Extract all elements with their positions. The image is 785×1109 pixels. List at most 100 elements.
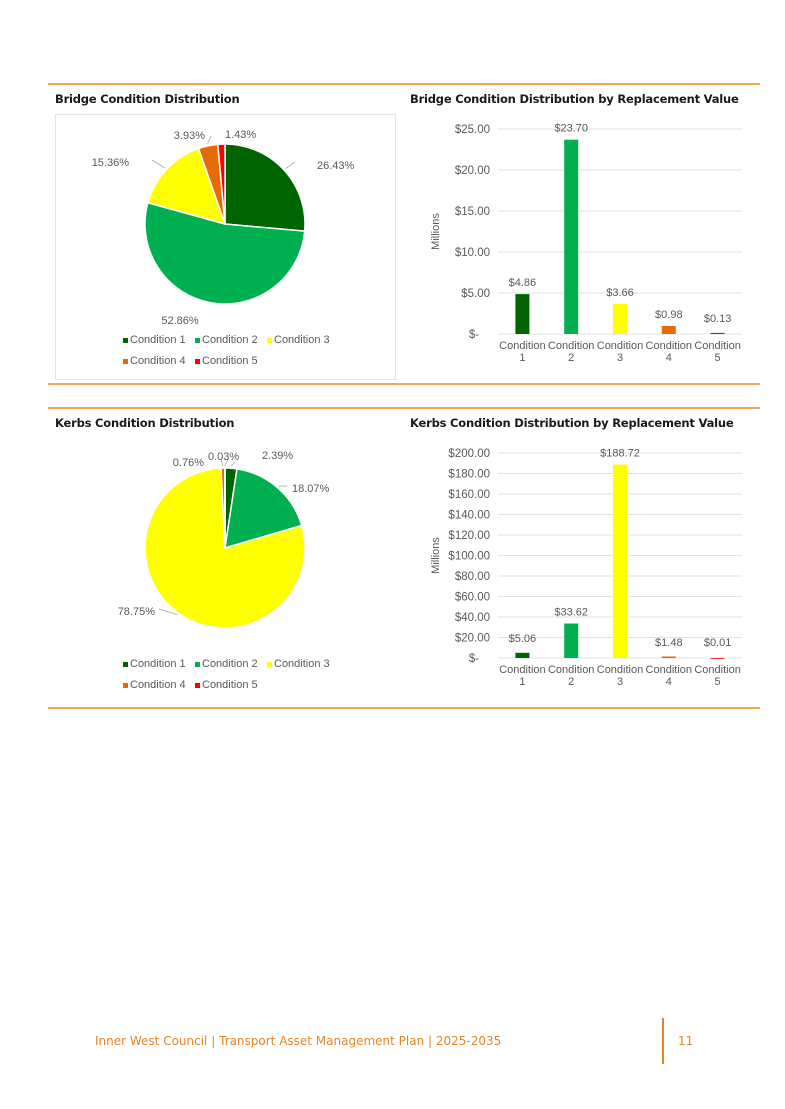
bar-2 bbox=[564, 139, 579, 334]
pie-slice-3 bbox=[146, 147, 227, 226]
y-axis-label: Millions bbox=[430, 537, 442, 574]
bar-data-label-3: $188.72 bbox=[600, 448, 640, 460]
pie-leader-3 bbox=[158, 608, 178, 616]
pie-data-label-3: 78.75% bbox=[118, 606, 156, 618]
y-tick-10: $200.00 bbox=[448, 448, 490, 460]
bar-4 bbox=[661, 326, 676, 334]
footer-text: Inner West Council | Transport Asset Man… bbox=[95, 1034, 502, 1048]
bar-data-label-1: $5.06 bbox=[509, 633, 537, 645]
legend-swatch-2 bbox=[195, 662, 200, 667]
pie-leader-3 bbox=[151, 159, 166, 169]
legend-label-4: Condition 4 bbox=[130, 355, 186, 367]
pie-leader-1 bbox=[285, 161, 296, 170]
x-tick-3-line-2: 3 bbox=[617, 352, 623, 364]
y-tick-7: $140.00 bbox=[448, 510, 490, 522]
bar-data-label-4: $0.98 bbox=[655, 309, 683, 321]
bar-data-label-1: $4.86 bbox=[509, 277, 537, 289]
y-tick-0: $- bbox=[469, 329, 479, 341]
y-tick-1: $5.00 bbox=[461, 288, 490, 300]
x-tick-3-line-2: 3 bbox=[617, 676, 623, 688]
pie-slice-1 bbox=[224, 143, 306, 232]
x-tick-3-line-1: Condition bbox=[597, 340, 643, 352]
pie-slice-2 bbox=[224, 468, 303, 550]
legend-label-3: Condition 3 bbox=[274, 658, 330, 670]
legend-swatch-2 bbox=[195, 338, 200, 343]
bar-data-label-2: $23.70 bbox=[554, 123, 588, 135]
pie-leader-4 bbox=[220, 459, 224, 467]
pie-data-label-3: 15.36% bbox=[92, 157, 130, 169]
bar-data-label-2: $33.62 bbox=[554, 607, 588, 619]
x-tick-3-line-1: Condition bbox=[597, 664, 643, 676]
x-tick-2-line-1: Condition bbox=[548, 340, 594, 352]
x-tick-2-line-2: 2 bbox=[568, 676, 574, 688]
x-tick-5-line-1: Condition bbox=[694, 340, 740, 352]
legend-label-1: Condition 1 bbox=[130, 334, 186, 346]
x-tick-4-line-1: Condition bbox=[646, 340, 692, 352]
legend-swatch-5 bbox=[195, 359, 200, 364]
x-tick-2-line-1: Condition bbox=[548, 664, 594, 676]
y-tick-0: $- bbox=[469, 653, 479, 665]
legend-label-5: Condition 5 bbox=[202, 679, 258, 691]
legend-swatch-5 bbox=[195, 683, 200, 688]
legend-label-3: Condition 3 bbox=[274, 334, 330, 346]
y-tick-5: $25.00 bbox=[455, 124, 490, 136]
pie-data-label-5: 0.03% bbox=[208, 451, 239, 463]
pie-slice-5 bbox=[217, 143, 226, 225]
y-tick-8: $160.00 bbox=[448, 489, 490, 501]
bar-4 bbox=[661, 656, 676, 658]
x-tick-1-line-2: 1 bbox=[519, 352, 525, 364]
pie-data-label-5: 1.43% bbox=[225, 129, 256, 141]
pie-data-label-2: 18.07% bbox=[292, 483, 330, 495]
y-tick-2: $40.00 bbox=[455, 612, 490, 624]
legend-label-2: Condition 2 bbox=[202, 658, 258, 670]
pie-slice-3 bbox=[144, 467, 306, 629]
y-tick-3: $15.00 bbox=[455, 206, 490, 218]
kerbs-pie-title: Kerbs Condition Distribution bbox=[55, 416, 235, 430]
bar-data-label-3: $3.66 bbox=[606, 287, 634, 299]
bar-1 bbox=[515, 294, 530, 334]
pie-data-label-4: 0.76% bbox=[173, 457, 204, 469]
y-tick-4: $20.00 bbox=[455, 165, 490, 177]
pie-data-label-1: 26.43% bbox=[317, 160, 355, 172]
bridge-bar-title: Bridge Condition Distribution by Replace… bbox=[410, 92, 739, 106]
kerbs-bar-chart: $- $20.00 $40.00 $60.00 $80.00 $100.00 $120.00… bbox=[430, 448, 742, 688]
legend-swatch-4 bbox=[123, 359, 128, 364]
bar-data-label-5: $0.13 bbox=[704, 313, 732, 325]
bar-3 bbox=[613, 304, 627, 334]
x-tick-4-line-2: 4 bbox=[666, 676, 672, 688]
x-tick-5-line-2: 5 bbox=[715, 352, 721, 364]
legend-swatch-1 bbox=[123, 662, 128, 667]
bridge-pie-chart: 26.43% 52.86% 15.36% 3.93% 1.43% Condition 1 C… bbox=[92, 129, 355, 367]
y-tick-6: $120.00 bbox=[448, 530, 490, 542]
y-tick-9: $180.00 bbox=[448, 469, 490, 481]
y-tick-2: $10.00 bbox=[455, 247, 490, 259]
y-axis-label: Millions bbox=[430, 213, 442, 250]
bar-5 bbox=[710, 332, 725, 334]
x-tick-1-line-1: Condition bbox=[499, 340, 545, 352]
legend-label-4: Condition 4 bbox=[130, 679, 186, 691]
section-rule-mid-1 bbox=[48, 383, 760, 385]
bar-1 bbox=[515, 652, 530, 658]
pie-leader-4 bbox=[207, 135, 212, 145]
x-tick-1-line-2: 1 bbox=[519, 676, 525, 688]
pie-data-label-2: 52.86% bbox=[161, 315, 199, 327]
legend-swatch-4 bbox=[123, 683, 128, 688]
bridge-pie-title: Bridge Condition Distribution bbox=[55, 92, 240, 106]
pie-data-label-4: 3.93% bbox=[174, 130, 205, 142]
x-tick-1-line-1: Condition bbox=[499, 664, 545, 676]
page-number: 11 bbox=[678, 1034, 694, 1048]
kerbs-bar-title: Kerbs Condition Distribution by Replacem… bbox=[410, 416, 734, 430]
bar-data-label-5: $0.01 bbox=[704, 637, 732, 649]
bar-data-label-4: $1.48 bbox=[655, 637, 683, 649]
section-rule-mid-2 bbox=[48, 407, 760, 409]
pie-slice-2 bbox=[144, 201, 306, 305]
pie-leader-1 bbox=[230, 461, 236, 467]
legend-label-1: Condition 1 bbox=[130, 658, 186, 670]
y-tick-5: $100.00 bbox=[448, 551, 490, 563]
legend-swatch-3 bbox=[267, 338, 272, 343]
kerbs-pie-chart: 2.39% 18.07% 78.75% 0.76% 0.03% Condition 1 Co… bbox=[118, 450, 330, 691]
y-tick-4: $80.00 bbox=[455, 571, 490, 583]
legend-label-2: Condition 2 bbox=[202, 334, 258, 346]
pie-leader-5 bbox=[224, 458, 229, 467]
x-tick-5-line-1: Condition bbox=[694, 664, 740, 676]
